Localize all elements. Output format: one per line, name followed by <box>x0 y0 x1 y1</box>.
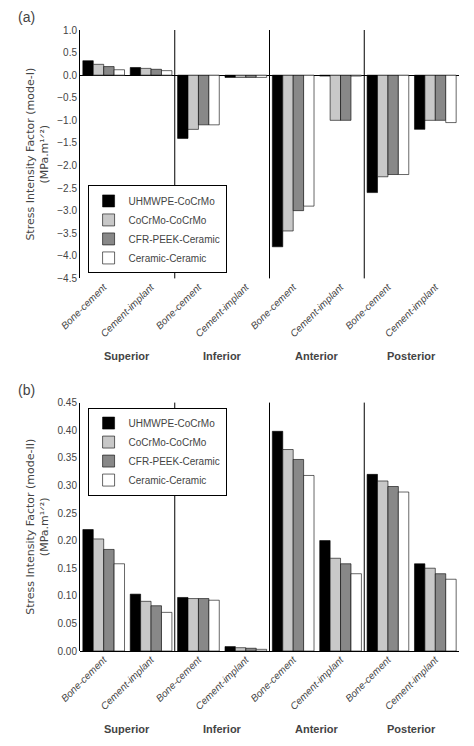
svg-text:1.0: 1.0 <box>63 25 77 36</box>
svg-text:0.10: 0.10 <box>58 590 78 601</box>
svg-text:Cement-implant: Cement-implant <box>193 653 252 712</box>
svg-text:Bone-cement: Bone-cement <box>343 281 394 332</box>
svg-text:Bone-cement: Bone-cement <box>59 653 110 704</box>
svg-text:Anterior: Anterior <box>295 723 339 735</box>
svg-text:−0.5: −0.5 <box>57 92 77 103</box>
svg-text:−4.0: −4.0 <box>57 250 77 261</box>
svg-text:Superior: Superior <box>104 723 150 735</box>
svg-text:Posterior: Posterior <box>387 723 436 735</box>
svg-text:Cement-implant: Cement-implant <box>383 281 442 340</box>
svg-text:Bone-cement: Bone-cement <box>343 653 394 704</box>
svg-text:Bone-cement: Bone-cement <box>59 281 110 332</box>
svg-text:0.40: 0.40 <box>58 425 78 436</box>
svg-text:Cement-implant: Cement-implant <box>98 281 157 340</box>
svg-text:Cement-implant: Cement-implant <box>193 281 252 340</box>
svg-text:Cement-implant: Cement-implant <box>383 653 442 712</box>
svg-text:Inferior: Inferior <box>203 350 242 362</box>
svg-text:Cement-implant: Cement-implant <box>288 653 347 712</box>
svg-text:0.00: 0.00 <box>58 646 78 657</box>
svg-text:0.05: 0.05 <box>58 618 78 629</box>
svg-text:0.25: 0.25 <box>58 508 78 519</box>
svg-text:Posterior: Posterior <box>387 350 436 362</box>
svg-text:Bone-cement: Bone-cement <box>248 281 299 332</box>
svg-text:Bone-cement: Bone-cement <box>154 281 205 332</box>
svg-text:−3.5: −3.5 <box>57 228 77 239</box>
svg-text:−4.5: −4.5 <box>57 273 77 284</box>
svg-text:0.5: 0.5 <box>63 47 77 58</box>
svg-text:Cement-implant: Cement-implant <box>288 281 347 340</box>
svg-text:0.0: 0.0 <box>63 70 77 81</box>
svg-text:CoCrMo-CoCrMo: CoCrMo-CoCrMo <box>129 437 207 448</box>
svg-text:Stress Intensity Factor (mode-: Stress Intensity Factor (mode-I)(MPa.m¹ᐟ… <box>24 68 51 241</box>
svg-text:CoCrMo-CoCrMo: CoCrMo-CoCrMo <box>129 215 207 226</box>
svg-text:Ceramic-Ceramic: Ceramic-Ceramic <box>129 475 207 486</box>
svg-text:−3.0: −3.0 <box>57 205 77 216</box>
svg-text:−2.5: −2.5 <box>57 183 77 194</box>
svg-text:Superior: Superior <box>104 350 150 362</box>
svg-text:CFR-PEEK-Ceramic: CFR-PEEK-Ceramic <box>129 456 220 467</box>
svg-text:(a): (a) <box>18 9 35 25</box>
svg-text:Bone-cement: Bone-cement <box>248 653 299 704</box>
svg-text:−1.5: −1.5 <box>57 137 77 148</box>
svg-text:Inferior: Inferior <box>203 723 242 735</box>
svg-text:CFR-PEEK-Ceramic: CFR-PEEK-Ceramic <box>129 234 220 245</box>
svg-text:0.20: 0.20 <box>58 535 78 546</box>
svg-text:0.30: 0.30 <box>58 480 78 491</box>
svg-text:(b): (b) <box>18 382 35 398</box>
svg-text:UHMWPE-CoCrMo: UHMWPE-CoCrMo <box>129 418 216 429</box>
svg-text:0.45: 0.45 <box>58 397 78 408</box>
svg-text:−2.0: −2.0 <box>57 160 77 171</box>
svg-text:Bone-cement: Bone-cement <box>154 653 205 704</box>
svg-text:0.35: 0.35 <box>58 452 78 463</box>
svg-text:Ceramic-Ceramic: Ceramic-Ceramic <box>129 253 207 264</box>
svg-text:UHMWPE-CoCrMo: UHMWPE-CoCrMo <box>129 196 216 207</box>
svg-text:Anterior: Anterior <box>295 350 339 362</box>
svg-text:Stress Intensity Factor (mode-: Stress Intensity Factor (mode-II)(MPa.m¹… <box>24 439 51 615</box>
svg-text:0.15: 0.15 <box>58 563 78 574</box>
svg-text:−1.0: −1.0 <box>57 115 77 126</box>
svg-text:Cement-implant: Cement-implant <box>98 653 157 712</box>
